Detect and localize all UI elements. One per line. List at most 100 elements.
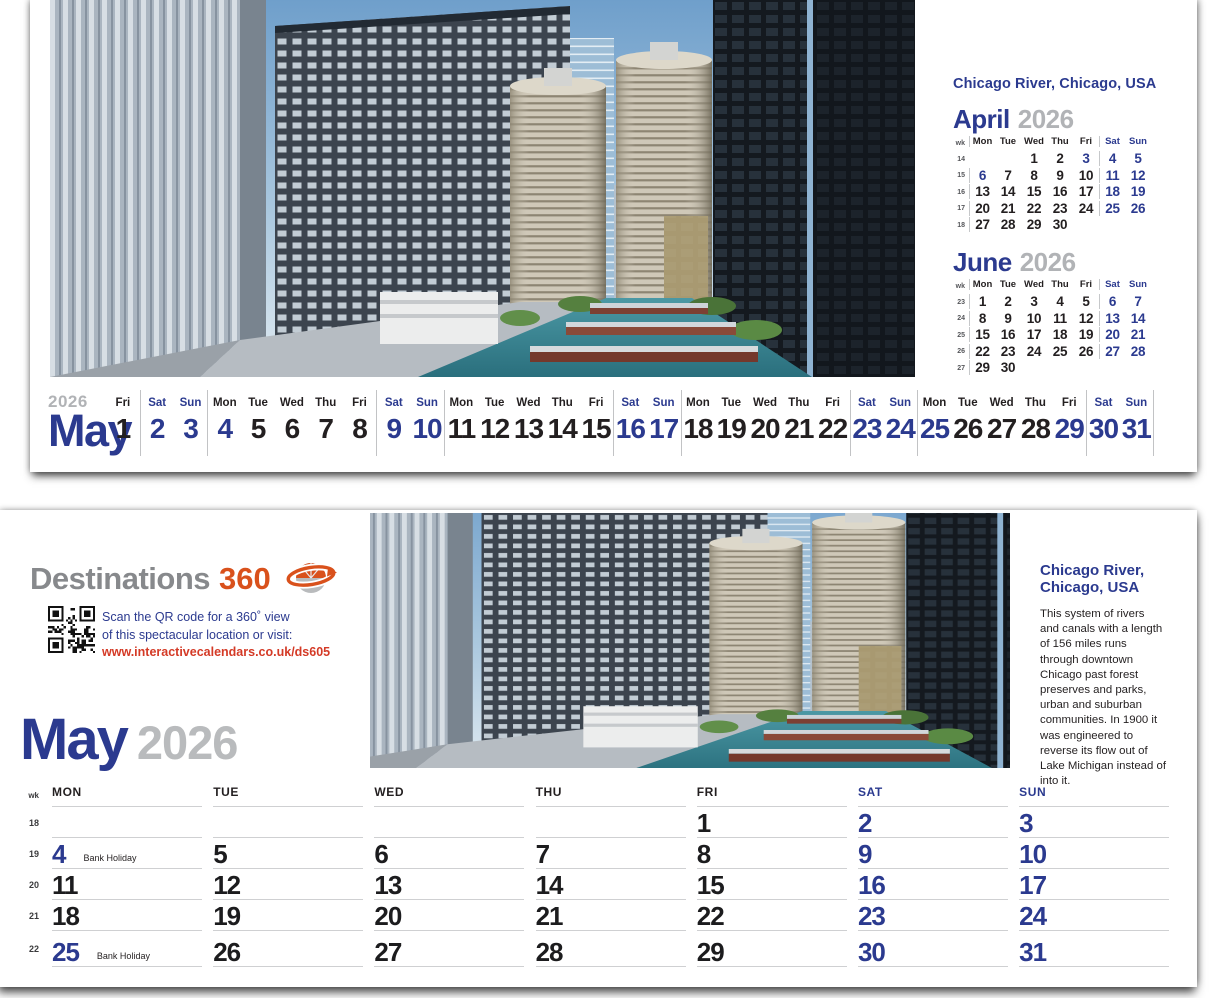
week-number: 15 (957, 172, 965, 180)
day-number: 29 (696, 937, 725, 967)
strip-day: Fri 29 (1052, 390, 1086, 456)
strip-day-number: 6 (284, 413, 301, 444)
mini-day-cell: 7 (1004, 167, 1012, 183)
strip-month-label: May (48, 405, 133, 456)
calendar-day-cell: 6 (374, 838, 525, 869)
strip-day-number: 17 (649, 413, 679, 444)
mini-day-cell: 24 (1078, 200, 1094, 216)
strip-day-name: Fri (352, 397, 367, 409)
strip-day-name: Thu (1024, 397, 1046, 409)
mini-day-cell: 18 (1052, 327, 1068, 342)
calendar-day-cell: 27 (374, 931, 525, 967)
strip-day-name: Sat (384, 397, 403, 409)
day-number: 21 (535, 901, 564, 931)
strip-day-name: Wed (279, 397, 304, 409)
strip-day-name: Mon (686, 397, 710, 409)
strip-day-number: 18 (683, 413, 713, 444)
day-number: 31 (1019, 937, 1047, 967)
day-number: 9 (857, 839, 873, 869)
mini-day-cell: 27 (1099, 343, 1125, 359)
strip-day: Tue 19 (714, 390, 748, 456)
mini-day-cell: 23 (1000, 343, 1016, 359)
day-number: 23 (857, 901, 886, 931)
calendar-day-cell: 17 (1019, 869, 1170, 900)
calendar-day-cell: 29 (696, 931, 847, 967)
mini-day-cell: 9 (1056, 167, 1064, 183)
strip-day-name: Sat (148, 397, 167, 409)
strip-day-number: 11 (447, 413, 477, 444)
mini-day-cell: 26 (1078, 343, 1094, 359)
strip-day: Wed 20 (748, 390, 782, 456)
mini-day-cell: 1 (969, 294, 995, 309)
week-column-label: wk (28, 791, 39, 800)
calendar-day-cell: 22 (696, 900, 847, 931)
strip-day-name: Fri (115, 397, 131, 409)
strip-day-name: Tue (958, 397, 978, 409)
mini-calendar-week-row: 26 22 23 24 25 26 27 28 (953, 343, 1153, 361)
bank-holiday-note: Bank Holiday (96, 951, 150, 961)
day-number: 22 (696, 901, 725, 931)
day-number: 8 (696, 839, 712, 869)
calendar-day-cell: 1 (696, 807, 847, 838)
strip-day-number: 23 (852, 413, 882, 444)
mini-day-cell: 16 (1052, 184, 1068, 199)
strip-day: Wed 13 (512, 390, 546, 456)
strip-day-number: 5 (250, 413, 267, 444)
mini-day-cell: 12 (1078, 310, 1094, 326)
strip-day: Sun 31 (1120, 390, 1154, 456)
mini-day-cell: 19 (1130, 184, 1146, 199)
strip-day-number: 13 (513, 413, 544, 444)
chicago-skyline-photo-top (50, 0, 915, 377)
week-number: 24 (957, 315, 965, 323)
strip-day-number: 20 (750, 413, 780, 444)
mini-day-cell: 10 (1078, 167, 1094, 183)
qr-instructions: Scan the QR code for a 360˚ view of this… (102, 609, 330, 662)
mini-day-cell: 10 (1026, 310, 1042, 326)
strip-day-number: 21 (784, 413, 814, 444)
location-title: Chicago River, Chicago, USA (953, 76, 1157, 92)
grid-week-row: 21 18 19 20 21 22 23 24 (0, 900, 1190, 931)
strip-day-number: 16 (615, 413, 646, 444)
mini-calendar-week-row: 27 29 30 (953, 360, 1153, 377)
mini-day-cell: 1 (1030, 151, 1038, 166)
week-number: 23 (957, 298, 965, 306)
mini-day-header: Sun (1129, 136, 1147, 147)
strip-day: Mon 4 (207, 390, 241, 456)
day-number: 10 (1019, 839, 1047, 869)
strip-day: Wed 27 (985, 390, 1019, 456)
day-number: 3 (1019, 808, 1034, 838)
mini-calendar-week-row: 17 20 21 22 23 24 25 26 (953, 200, 1153, 218)
calendar-day-cell: 11 (52, 869, 202, 900)
calendar-day-cell (213, 807, 364, 838)
may-strip-calendar: 2026 May Fri 1 Sat 2 Sun 3 Mon 4 Tue 5 Wed 6 Thu 7 Fri… (30, 390, 1197, 462)
day-number: 5 (213, 839, 228, 869)
calendar-day-cell: 16 (857, 869, 1008, 900)
calendar-day-cell (52, 807, 202, 838)
mini-day-header: Thu (1051, 279, 1069, 290)
mini-day-cell: 4 (1099, 151, 1125, 166)
mini-calendar-week-row: 25 15 16 17 18 19 20 21 (953, 327, 1153, 344)
mini-day-cell: 9 (1004, 310, 1012, 326)
strip-day: Sat 23 (849, 390, 884, 456)
mini-day-cell: 4 (1056, 294, 1064, 309)
strip-day-number: 3 (183, 413, 199, 444)
strip-day: Sat 16 (612, 390, 647, 456)
brand-number: 360 (219, 560, 271, 596)
strip-day-name: Mon (449, 397, 474, 409)
strip-day-name: Sat (1094, 397, 1113, 409)
mini-day-cell: 12 (1130, 167, 1146, 183)
week-number: 27 (957, 364, 965, 372)
strip-day: Thu 14 (545, 390, 579, 456)
mini-day-cell: 30 (1052, 217, 1068, 232)
calendar-day-cell: 21 (535, 900, 686, 931)
week-column-label: wk (955, 140, 965, 147)
mini-day-header: Mon (969, 279, 995, 290)
strip-day-number: 12 (480, 413, 510, 444)
strip-day-name: Wed (516, 397, 541, 409)
strip-day-number: 1 (115, 413, 132, 444)
strip-day-name: Tue (721, 397, 742, 409)
calendar-day-cell: 26 (213, 931, 364, 967)
day-number: 19 (213, 901, 241, 931)
mini-day-cell: 2 (1004, 294, 1012, 309)
calendar-day-cell: 30 (857, 931, 1008, 967)
